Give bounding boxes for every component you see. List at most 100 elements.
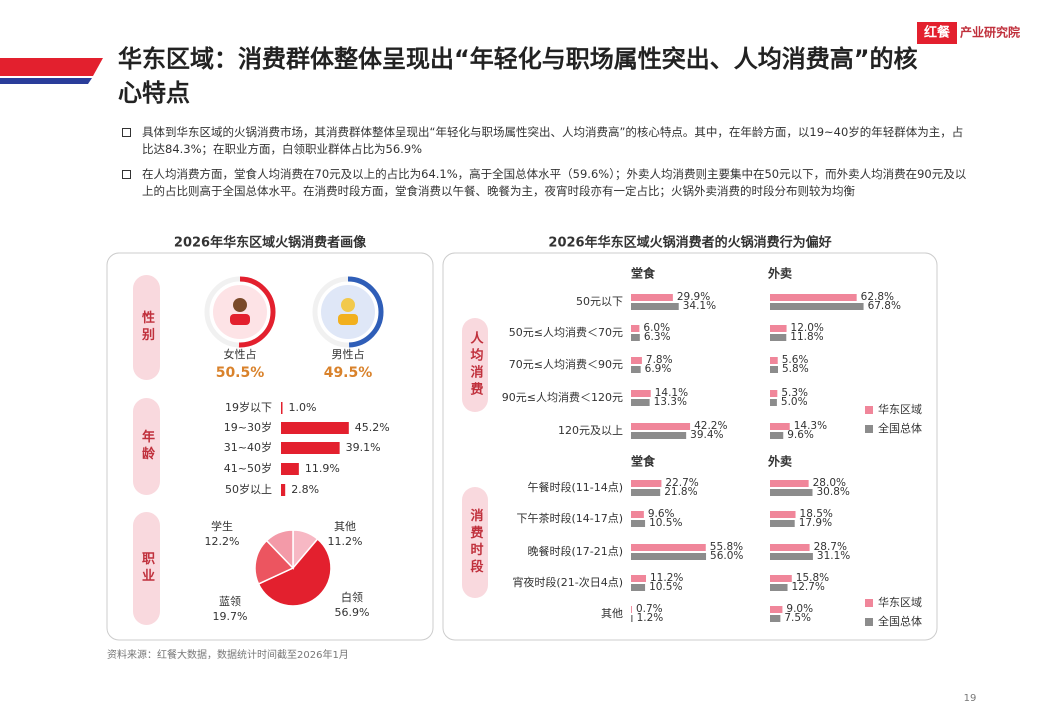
value-label: 31.1% (817, 550, 850, 562)
value-label: 5.3% (781, 387, 808, 399)
stripe (0, 58, 103, 76)
value-label: 50.5% (216, 365, 265, 381)
page-number: 19 (964, 693, 977, 704)
panel-title: 2026年华东区域火锅消费者画像 (174, 235, 367, 251)
value-label: 9.6% (648, 508, 675, 520)
bar (770, 615, 781, 622)
value-label: 18.5% (800, 508, 833, 520)
value-label: 29.9% (677, 291, 710, 303)
group-pill (462, 487, 488, 598)
bar (770, 357, 778, 364)
bar (770, 334, 787, 341)
value-label: 28.7% (814, 541, 847, 553)
value-label: 6.9% (645, 363, 672, 375)
bar (631, 606, 632, 613)
value-label: 14.3% (794, 420, 827, 432)
value-label: 19.7% (213, 610, 248, 623)
bar (770, 606, 783, 613)
legend-swatch (865, 618, 873, 626)
bar (631, 489, 661, 496)
icon (230, 314, 250, 325)
bar (631, 390, 651, 397)
category-label: 女性占 (224, 347, 257, 361)
category-label: 宵夜时段(21-次日4点) (512, 575, 623, 589)
bar (770, 294, 857, 301)
bar (770, 480, 809, 487)
bar (631, 432, 687, 439)
bar (770, 432, 784, 439)
column-header: 堂食 (631, 454, 656, 469)
legend-label: 全国总体 (878, 421, 922, 435)
value-label: 11.2% (328, 535, 363, 548)
bar (631, 366, 641, 373)
value-label: 22.7% (665, 477, 698, 489)
bullet: 在人均消费方面，堂食人均消费在70元及以上的占比为64.1%，高于全国总体水平（… (120, 166, 972, 200)
legend-swatch (865, 425, 873, 433)
pie-slice (257, 537, 332, 607)
value-label: 13.3% (654, 396, 687, 408)
value-label: 7.5% (784, 612, 811, 624)
value-label: 49.5% (324, 365, 373, 381)
column-header: 外卖 (768, 266, 792, 281)
panel (442, 252, 938, 641)
bar (281, 422, 349, 434)
value-label: 17.9% (799, 517, 832, 529)
bar (631, 325, 640, 332)
value-label: 0.7% (636, 603, 663, 615)
column-header: 外卖 (768, 454, 792, 469)
bar (281, 463, 299, 475)
logo-box (917, 22, 957, 44)
legend-label: 全国总体 (878, 614, 922, 628)
bar (281, 484, 286, 496)
logo-brand: 红餐 (924, 25, 951, 41)
icon (338, 314, 358, 325)
value-label: 6.3% (644, 331, 671, 343)
bar (281, 442, 340, 454)
panel (106, 252, 434, 641)
bar (631, 553, 707, 560)
value-label: 39.4% (690, 429, 723, 441)
bar (770, 575, 792, 582)
category-label: 41~50岁 (224, 461, 272, 475)
category-label: 白领 (341, 590, 363, 604)
group-label: 年龄 (139, 429, 155, 464)
value-label: 5.0% (781, 396, 808, 408)
group-pill (133, 275, 160, 380)
value-label: 1.0% (289, 401, 317, 414)
bar (281, 402, 283, 414)
bar (770, 423, 790, 430)
group-pill (462, 318, 488, 412)
stripe (0, 78, 92, 84)
group-pill (133, 398, 160, 495)
category-label: 90元≤人均消费＜120元 (502, 390, 623, 404)
value-label: 30.8% (817, 486, 850, 498)
value-label: 56.9% (335, 606, 370, 619)
category-label: 其他 (334, 520, 356, 533)
value-label: 2.8% (291, 483, 319, 496)
value-label: 11.9% (305, 462, 340, 475)
value-label: 21.8% (664, 486, 697, 498)
column-header: 堂食 (631, 266, 656, 281)
bar (770, 584, 788, 591)
bar (770, 399, 777, 406)
pie-slice (265, 529, 294, 570)
title: 华东区域：消费群体整体呈现出“年轻化与职场属性突出、人均消费高”的核心特点 (118, 45, 918, 107)
value-label: 56.0% (710, 550, 743, 562)
category-label: 学生 (211, 519, 233, 533)
ring-arc (238, 276, 276, 348)
category-label: 50元以下 (576, 295, 623, 308)
category-label: 19~30岁 (224, 420, 272, 434)
legend-swatch (865, 599, 873, 607)
category-label: 午餐时段(11-14点) (527, 480, 623, 494)
bar (770, 366, 779, 373)
source: 资料来源：红餐大数据，数据统计时间截至2026年1月 (107, 648, 349, 661)
category-label: 蓝领 (219, 595, 241, 608)
category-label: 50元≤人均消费＜70元 (509, 325, 623, 339)
bar (631, 575, 647, 582)
value-label: 9.0% (786, 603, 813, 615)
value-label: 6.0% (643, 322, 670, 334)
value-label: 34.1% (683, 300, 716, 312)
bar (770, 553, 813, 560)
value-label: 14.1% (655, 387, 688, 399)
